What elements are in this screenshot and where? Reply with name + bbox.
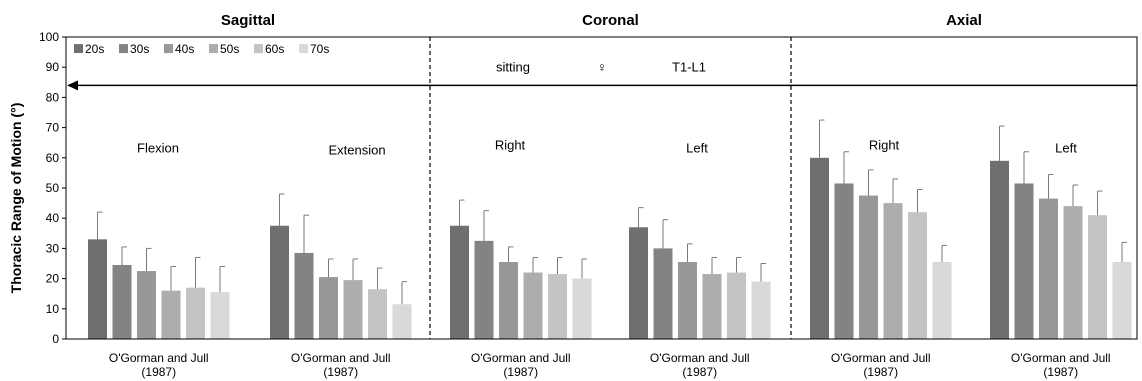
bar-40s <box>137 271 156 339</box>
y-tick-label: 70 <box>46 121 60 135</box>
x-category-label: O'Gorman and Jull <box>1011 351 1111 365</box>
x-category-year: (1987) <box>1043 365 1078 379</box>
section-title: Coronal <box>582 12 639 29</box>
bar-40s <box>1039 198 1058 339</box>
bar-40s <box>678 261 697 339</box>
y-tick-label: 50 <box>46 181 60 195</box>
group-label: Left <box>1055 141 1077 156</box>
bar-60s <box>1088 215 1107 339</box>
bar-30s <box>112 265 132 339</box>
bar-50s <box>702 274 722 339</box>
bar-70s <box>210 292 230 339</box>
bar-50s <box>343 280 363 339</box>
x-category-year: (1987) <box>682 365 717 379</box>
y-tick-label: 80 <box>46 90 60 104</box>
x-category-year: (1987) <box>323 365 358 379</box>
legend-swatch <box>164 44 173 54</box>
arrow-head-icon <box>67 80 78 91</box>
bar-70s <box>572 278 592 339</box>
bar-30s <box>294 252 314 339</box>
legend-entry: 30s <box>130 42 149 56</box>
legend-entry: 20s <box>85 42 104 56</box>
y-tick-label: 100 <box>39 30 59 44</box>
bar-20s <box>629 227 648 339</box>
y-tick-label: 30 <box>46 241 60 255</box>
bar-40s <box>319 277 338 339</box>
y-axis-label: Thoracic Range of Motion (°) <box>8 103 24 294</box>
x-category-year: (1987) <box>503 365 538 379</box>
bar-30s <box>474 240 494 339</box>
y-tick-label: 20 <box>46 272 60 286</box>
bar-20s <box>270 225 289 339</box>
x-category-label: O'Gorman and Jull <box>109 351 209 365</box>
bar-60s <box>548 274 567 339</box>
bar-30s <box>1014 183 1034 339</box>
group-label: Extension <box>328 142 385 157</box>
bar-60s <box>908 212 927 339</box>
bar-20s <box>810 157 829 339</box>
bar-40s <box>859 195 878 339</box>
bar-70s <box>392 304 412 339</box>
x-category-label: O'Gorman and Jull <box>471 351 571 365</box>
legend-swatch <box>254 44 263 54</box>
legend-swatch <box>209 44 218 54</box>
x-category-year: (1987) <box>863 365 898 379</box>
bar-60s <box>368 289 387 339</box>
x-category-year: (1987) <box>141 365 176 379</box>
group-label: Left <box>686 141 708 156</box>
bar-50s <box>523 272 543 339</box>
y-tick-label: 90 <box>46 60 60 74</box>
bar-30s <box>834 183 854 339</box>
x-category-label: O'Gorman and Jull <box>650 351 750 365</box>
legend-entry: 40s <box>175 42 194 56</box>
bar-70s <box>751 281 771 339</box>
bar-60s <box>727 272 746 339</box>
y-tick-label: 40 <box>46 211 60 225</box>
bar-70s <box>1112 261 1132 339</box>
group-label: Flexion <box>137 141 179 156</box>
bar-50s <box>883 203 903 339</box>
legend-entry: 50s <box>220 42 239 56</box>
legend-swatch <box>299 44 308 54</box>
legend-entry: 70s <box>310 42 329 56</box>
annotation-level: T1-L1 <box>672 60 706 75</box>
x-category-label: O'Gorman and Jull <box>831 351 931 365</box>
bar-50s <box>161 290 181 339</box>
section-title: Axial <box>946 12 982 29</box>
bar-20s <box>88 239 107 339</box>
bar-30s <box>653 248 673 339</box>
group-label: Right <box>869 138 900 153</box>
y-tick-label: 60 <box>46 151 60 165</box>
group-label: Right <box>495 138 526 153</box>
y-tick-label: 10 <box>46 302 60 316</box>
bar-40s <box>499 261 518 339</box>
legend-swatch <box>74 44 83 54</box>
x-category-label: O'Gorman and Jull <box>291 351 391 365</box>
bar-20s <box>990 160 1009 339</box>
legend-swatch <box>119 44 128 54</box>
y-tick-label: 0 <box>52 332 59 346</box>
annotation-posture: sitting <box>496 60 530 75</box>
bar-60s <box>186 287 205 339</box>
bar-70s <box>932 261 952 339</box>
bar-20s <box>450 225 469 339</box>
section-title: Sagittal <box>221 12 275 29</box>
legend-entry: 60s <box>265 42 284 56</box>
bar-50s <box>1063 206 1083 339</box>
annotation-sex-symbol: ♀ <box>597 60 607 75</box>
